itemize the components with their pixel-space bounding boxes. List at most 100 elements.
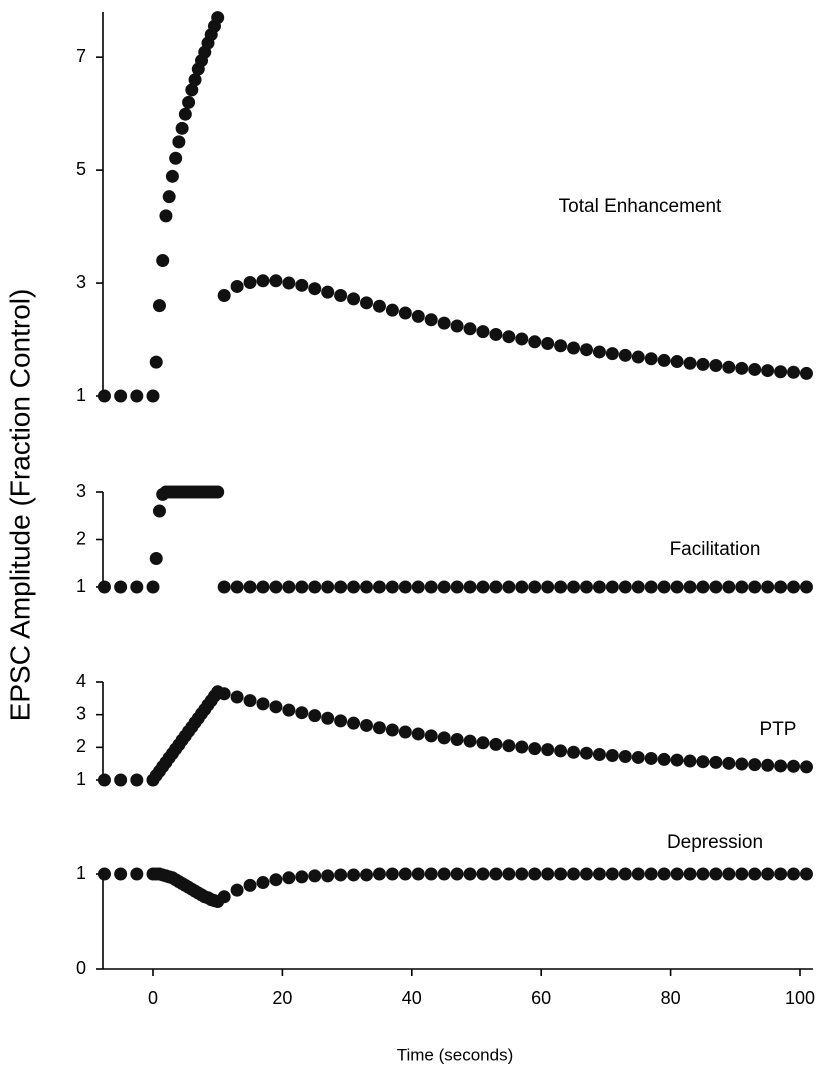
data-point (256, 876, 270, 890)
data-point (411, 727, 425, 741)
data-point (372, 721, 386, 735)
data-point (567, 867, 581, 881)
data-point (295, 580, 309, 594)
data-point (605, 347, 619, 361)
data-point (162, 190, 176, 204)
data-point (334, 288, 348, 302)
data-point (787, 365, 801, 379)
data-point (735, 757, 749, 771)
panel-label: Facilitation (670, 539, 761, 560)
data-point (321, 869, 335, 883)
data-point (657, 867, 671, 881)
data-point (97, 773, 111, 787)
data-point (169, 151, 183, 165)
data-point (188, 73, 202, 87)
data-point (579, 867, 593, 881)
data-point (146, 580, 160, 594)
data-point (437, 731, 451, 745)
data-point (282, 580, 296, 594)
data-point (567, 580, 581, 594)
data-point (308, 869, 322, 883)
data-point (528, 742, 542, 756)
data-point (761, 867, 775, 881)
data-point (489, 580, 503, 594)
data-point (437, 580, 451, 594)
data-point (156, 253, 170, 267)
data-point (130, 389, 144, 403)
y-tick-label: 1 (76, 863, 86, 883)
data-point (295, 278, 309, 292)
panel-label: Total Enhancement (559, 196, 722, 217)
data-point (182, 95, 196, 109)
data-point (385, 867, 399, 881)
data-point (657, 353, 671, 367)
data-point (696, 580, 710, 594)
data-point (295, 706, 309, 720)
data-point (463, 867, 477, 881)
data-point (657, 580, 671, 594)
data-point (424, 867, 438, 881)
data-point (799, 580, 813, 594)
data-point (774, 759, 788, 773)
data-point (308, 709, 322, 723)
data-point (385, 580, 399, 594)
data-point (618, 580, 632, 594)
data-point (696, 357, 710, 371)
data-point (321, 580, 335, 594)
data-point (631, 580, 645, 594)
data-point (372, 299, 386, 313)
panel-label: PTP (760, 719, 797, 740)
data-point (334, 580, 348, 594)
data-point (502, 580, 516, 594)
data-point (411, 309, 425, 323)
data-point (476, 736, 490, 750)
data-point (398, 725, 412, 739)
data-point (541, 336, 555, 350)
data-point (554, 580, 568, 594)
data-point (592, 867, 606, 881)
data-point (230, 883, 244, 897)
data-point (541, 867, 555, 881)
data-point (424, 313, 438, 327)
data-point (502, 867, 516, 881)
y-tick-label: 0 (76, 958, 86, 978)
data-point (748, 580, 762, 594)
data-point (554, 339, 568, 353)
data-point (175, 121, 189, 135)
data-point (735, 867, 749, 881)
data-point (618, 348, 632, 362)
data-point (657, 752, 671, 766)
data-point (165, 169, 179, 183)
data-point (592, 580, 606, 594)
data-point (670, 580, 684, 594)
data-point (579, 746, 593, 760)
data-point (515, 580, 529, 594)
data-point (152, 504, 166, 518)
data-point (450, 580, 464, 594)
data-point (748, 362, 762, 376)
data-point (683, 754, 697, 768)
data-point (787, 580, 801, 594)
data-point (217, 288, 231, 302)
data-point (372, 867, 386, 881)
data-point (308, 282, 322, 296)
data-point (269, 700, 283, 714)
x-tick-label: 80 (661, 988, 681, 1008)
data-point (450, 732, 464, 746)
data-point (696, 867, 710, 881)
data-point (130, 580, 144, 594)
data-point (211, 11, 225, 25)
data-point (243, 275, 257, 289)
data-point (644, 867, 658, 881)
y-tick-label: 1 (76, 576, 86, 596)
data-point (114, 389, 128, 403)
data-point (159, 209, 173, 223)
data-point (528, 867, 542, 881)
data-point (463, 322, 477, 336)
data-point (269, 274, 283, 288)
data-point (347, 580, 361, 594)
data-point (774, 867, 788, 881)
data-point (411, 580, 425, 594)
data-point (130, 867, 144, 881)
